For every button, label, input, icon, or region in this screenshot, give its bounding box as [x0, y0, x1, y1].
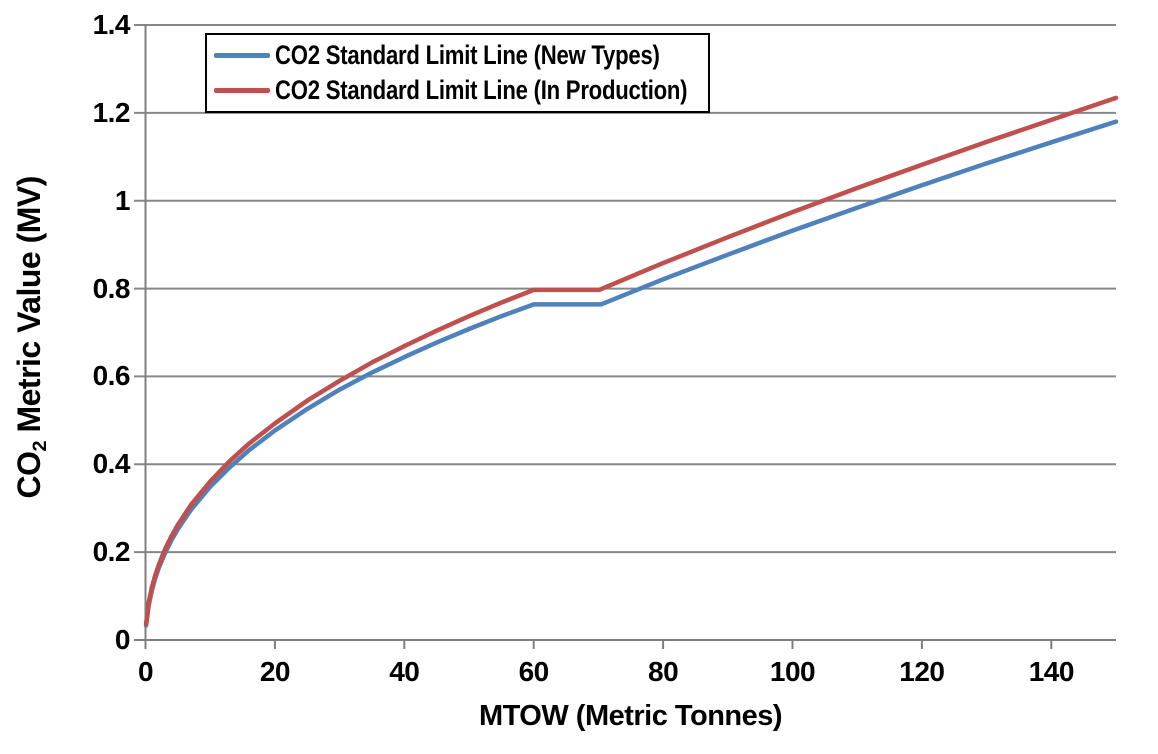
legend-item-new-types: CO2 Standard Limit Line (New Types) [214, 40, 708, 71]
legend-line-sample-new-types [214, 52, 270, 58]
legend: CO2 Standard Limit Line (New Types) CO2 S… [205, 33, 710, 113]
legend-label-in-production: CO2 Standard Limit Line (In Production) [275, 75, 688, 106]
legend-label-new-types: CO2 Standard Limit Line (New Types) [275, 39, 660, 70]
series-line-in-production [143, 95, 1119, 626]
series-line-new-types [143, 119, 1119, 628]
legend-item-in-production: CO2 Standard Limit Line (In Production) [214, 75, 708, 106]
legend-line-sample-in-production [214, 88, 270, 94]
